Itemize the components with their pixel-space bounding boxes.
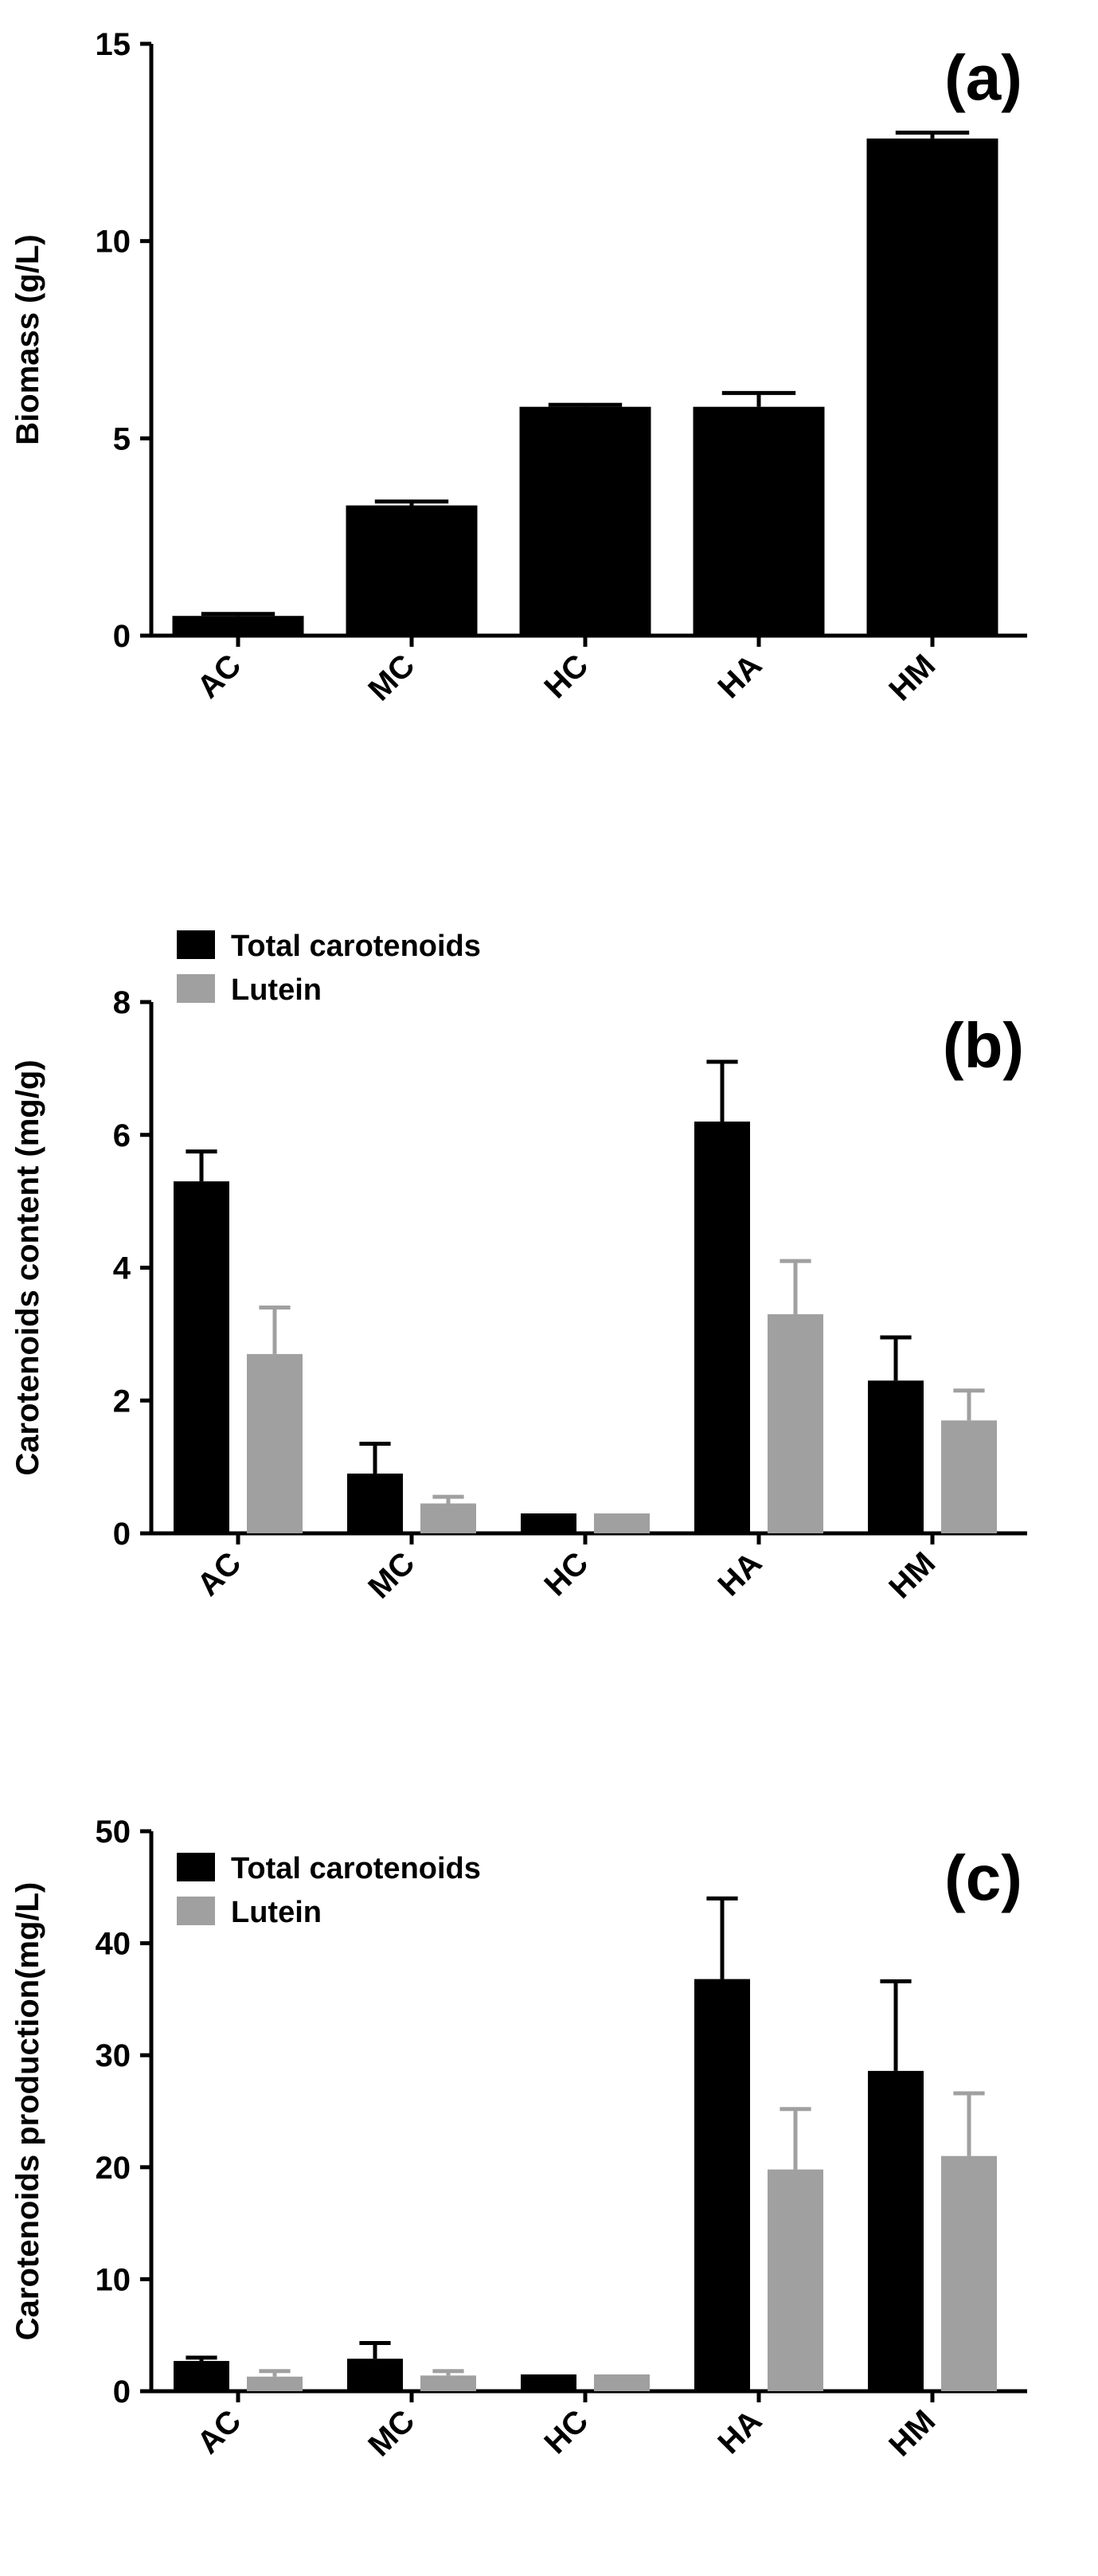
bar-hm-0 xyxy=(868,1380,924,1533)
bar-ac-1 xyxy=(247,2376,303,2391)
y-tick-label: 15 xyxy=(96,27,131,62)
x-tick-label: HC xyxy=(537,1545,595,1603)
x-tick-label: MC xyxy=(361,648,421,707)
bar-ha-0 xyxy=(694,1122,750,1533)
legend-label-0: Total carotenoids xyxy=(231,930,481,963)
x-tick-label: AC xyxy=(190,2403,248,2461)
y-tick-label: 0 xyxy=(113,2374,131,2410)
x-tick-label: HM xyxy=(882,2403,942,2463)
bar-mc-0 xyxy=(347,2359,403,2391)
y-tick-label: 4 xyxy=(113,1251,131,1286)
bar-ac-0 xyxy=(172,616,304,636)
y-tick-label: 10 xyxy=(96,225,131,260)
bar-hc-0 xyxy=(519,406,651,636)
panel-label: (b) xyxy=(943,1010,1024,1081)
x-tick-label: HC xyxy=(537,648,595,705)
y-tick-label: 50 xyxy=(96,1815,131,1850)
x-tick-label: HA xyxy=(711,648,768,705)
x-tick-label: MC xyxy=(361,2403,421,2463)
y-tick-label: 0 xyxy=(113,619,131,654)
y-tick-label: 0 xyxy=(113,1517,131,1552)
legend-swatch-1 xyxy=(177,1897,215,1925)
legend-label-0: Total carotenoids xyxy=(231,1852,481,1885)
bar-ac-0 xyxy=(174,2361,229,2391)
y-tick-label: 30 xyxy=(96,2038,131,2073)
bar-mc-0 xyxy=(347,1473,403,1533)
y-tick-label: 6 xyxy=(113,1118,131,1153)
bar-mc-0 xyxy=(346,505,478,636)
bar-mc-1 xyxy=(420,2375,476,2391)
panel-label: (a) xyxy=(944,42,1022,113)
x-tick-label: AC xyxy=(190,1545,248,1603)
chart-panel-2: 0 10 20 30 40 50 Carotenoids production(mg/L) (… xyxy=(10,1815,1027,2463)
y-tick-label: 20 xyxy=(96,2151,131,2186)
bar-ha-1 xyxy=(768,2169,823,2391)
bar-hm-0 xyxy=(866,138,998,636)
panel-label: (c) xyxy=(944,1842,1022,1913)
bar-hc-1 xyxy=(594,1513,650,1533)
x-tick-label: HM xyxy=(882,1545,942,1605)
legend-label-1: Lutein xyxy=(231,1896,322,1929)
x-tick-label: HA xyxy=(711,1545,768,1603)
bar-ha-0 xyxy=(693,406,825,636)
x-tick-label: MC xyxy=(361,1545,421,1605)
y-axis-title: Carotenoids content (mg/g) xyxy=(10,1059,45,1475)
bar-hc-0 xyxy=(521,1513,576,1533)
x-tick-label: HA xyxy=(711,2403,768,2461)
bar-hm-1 xyxy=(941,2155,997,2391)
y-tick-label: 40 xyxy=(96,1927,131,1962)
y-axis-title: Biomass (g/L) xyxy=(10,234,45,444)
chart-panel-1: 0 2 4 6 8 Carotenoids content (mg/g) (b) AC MC HC… xyxy=(10,930,1027,1605)
bar-ac-0 xyxy=(174,1181,229,1533)
x-tick-label: HM xyxy=(882,648,942,707)
bar-mc-1 xyxy=(420,1503,476,1533)
y-axis-title: Carotenoids production(mg/L) xyxy=(10,1882,45,2341)
bar-hm-1 xyxy=(941,1420,997,1533)
bar-ac-1 xyxy=(247,1353,303,1533)
bar-ha-1 xyxy=(768,1313,823,1533)
y-tick-label: 10 xyxy=(96,2262,131,2297)
legend-label-1: Lutein xyxy=(231,973,322,1007)
bar-ha-0 xyxy=(694,1979,750,2391)
y-tick-label: 8 xyxy=(113,985,131,1020)
bar-hc-1 xyxy=(594,2374,650,2391)
y-tick-label: 5 xyxy=(113,421,131,456)
bar-hc-0 xyxy=(521,2374,576,2391)
x-tick-label: HC xyxy=(537,2403,595,2461)
y-tick-label: 2 xyxy=(113,1384,131,1419)
legend-swatch-0 xyxy=(177,1853,215,1881)
legend-swatch-0 xyxy=(177,930,215,959)
x-tick-label: AC xyxy=(190,648,248,705)
chart-panel-0: 0 5 10 15 Biomass (g/L) (a) AC MC HC HA HM xyxy=(10,27,1027,707)
bar-hm-0 xyxy=(868,2070,924,2391)
legend-swatch-1 xyxy=(177,974,215,1003)
